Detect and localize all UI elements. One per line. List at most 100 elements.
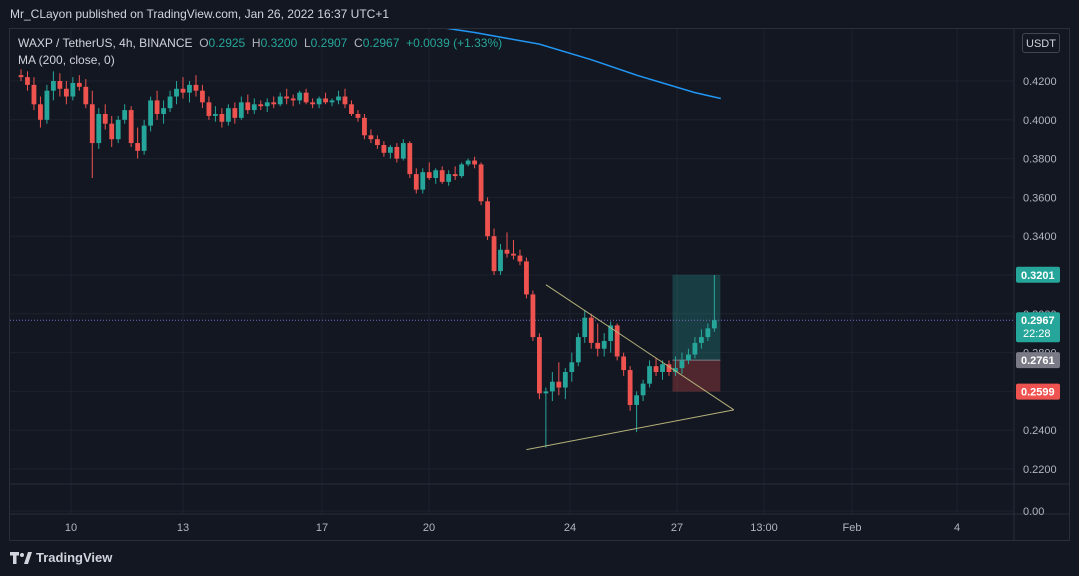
candle-body [31, 84, 37, 105]
candle-body [310, 102, 315, 105]
candle-body [679, 360, 685, 369]
candle-body [336, 96, 341, 101]
candle-body [433, 170, 439, 178]
y-tick-label: 0.3400 [1023, 231, 1057, 243]
candle-body [148, 100, 153, 126]
candle-body [452, 174, 458, 177]
candle-body [511, 253, 516, 256]
publisher-info: Mr_CLayon published on TradingView.com, … [10, 7, 390, 21]
candle-body [76, 82, 82, 87]
indicator-label[interactable]: MA (200, close, 0) [18, 53, 115, 67]
y-tick-label: 0.2200 [1023, 464, 1057, 476]
candle-body [128, 110, 134, 144]
close-value: 0.2967 [362, 36, 400, 50]
y-tick-label: 0.2400 [1023, 425, 1057, 437]
candle-body [342, 96, 348, 105]
candle-body [89, 104, 95, 144]
candle-body [478, 164, 484, 202]
candle-body [362, 117, 367, 136]
chart-frame[interactable]: 0.42000.40000.38000.36000.34000.32000.30… [9, 28, 1070, 541]
candle-body [614, 325, 620, 357]
chart-legend: WAXP / TetherUS, 4h, BINANCE O0.2925 H0.… [18, 35, 502, 69]
candle-body [400, 143, 406, 159]
ohlc-row: WAXP / TetherUS, 4h, BINANCE O0.2925 H0.… [18, 35, 502, 52]
candle-body [206, 102, 212, 116]
candle-body [180, 88, 186, 93]
y-tick-label: 0.3600 [1023, 192, 1057, 204]
candle-body [621, 356, 627, 371]
candle-body [491, 236, 497, 272]
candle-body [161, 108, 166, 114]
candle-body [193, 84, 199, 91]
footer [0, 544, 1079, 576]
candle-body [420, 172, 426, 190]
candle-body [375, 139, 380, 146]
candle-body [349, 104, 354, 114]
price-label-box [1016, 312, 1060, 343]
price-label: 0.3201 [1021, 270, 1055, 282]
candle-body [232, 108, 238, 118]
price-label: 0.2761 [1021, 355, 1055, 367]
candle-body [640, 383, 646, 396]
ma200-line [446, 29, 722, 100]
candle-body [316, 98, 322, 105]
candle-body [556, 381, 562, 388]
price-label: 0.2599 [1021, 387, 1055, 399]
candle-body [601, 340, 607, 349]
candle-body [167, 96, 173, 109]
candle-body [18, 75, 24, 78]
candle-body [446, 174, 452, 182]
open-label: O [199, 36, 209, 50]
candle-body [271, 102, 277, 105]
low-value: 0.2907 [310, 36, 348, 50]
x-tick-label: 13:00 [750, 522, 778, 534]
change-value: +0.0039 (+1.33%) [406, 36, 503, 50]
candle-body [381, 145, 387, 153]
price-label: 0.2967 [1021, 315, 1055, 327]
candle-body [297, 92, 303, 101]
candle-body [323, 98, 328, 103]
candle-body [109, 123, 115, 140]
candle-body [57, 81, 63, 89]
candle-body [238, 102, 244, 118]
candle-body [608, 325, 614, 341]
candle-body [154, 100, 160, 114]
tradingview-brand: TradingView [36, 550, 113, 565]
candle-body [200, 90, 205, 103]
candle-body [290, 98, 296, 101]
low-label: L [303, 36, 311, 50]
candle-body [83, 86, 89, 105]
symbol-info[interactable]: WAXP / TetherUS, 4h, BINANCE [18, 36, 193, 50]
candle-body [699, 337, 704, 343]
top-bar: Mr_CLayon published on TradingView.com, … [0, 0, 1079, 28]
candle-body [115, 119, 121, 140]
x-tick-label: 24 [564, 522, 576, 534]
candle-body [627, 370, 633, 405]
chart-canvas[interactable]: 0.42000.40000.38000.36000.34000.32000.30… [10, 29, 1069, 540]
candle-body [543, 391, 549, 394]
x-tick-label: 10 [65, 522, 77, 534]
candle-body [673, 368, 678, 372]
candle-body [426, 172, 432, 178]
candle-body [329, 100, 335, 103]
indicator-row[interactable]: MA (200, close, 0) [18, 52, 502, 69]
high-value: 0.3200 [260, 36, 298, 50]
candle-body [135, 143, 141, 151]
candle-body [413, 174, 419, 190]
candle-body [355, 113, 361, 118]
countdown-label: 22:28 [1023, 328, 1051, 340]
candle-body [660, 364, 665, 372]
y-tick-label: 0.4200 [1023, 76, 1057, 88]
trendline [526, 409, 734, 451]
y-tick-label: 0.3800 [1023, 154, 1057, 166]
candle-body [102, 113, 108, 124]
x-tick-label: 27 [671, 522, 683, 534]
tradingview-logo-icon [10, 551, 32, 564]
currency-button[interactable]: USDT [1022, 33, 1060, 53]
price-label-box [1016, 266, 1060, 283]
candle-body [44, 90, 50, 120]
price-label-box [1016, 383, 1060, 400]
candle-body [575, 337, 581, 363]
open-value: 0.2925 [208, 36, 246, 50]
candle-body [537, 337, 542, 394]
